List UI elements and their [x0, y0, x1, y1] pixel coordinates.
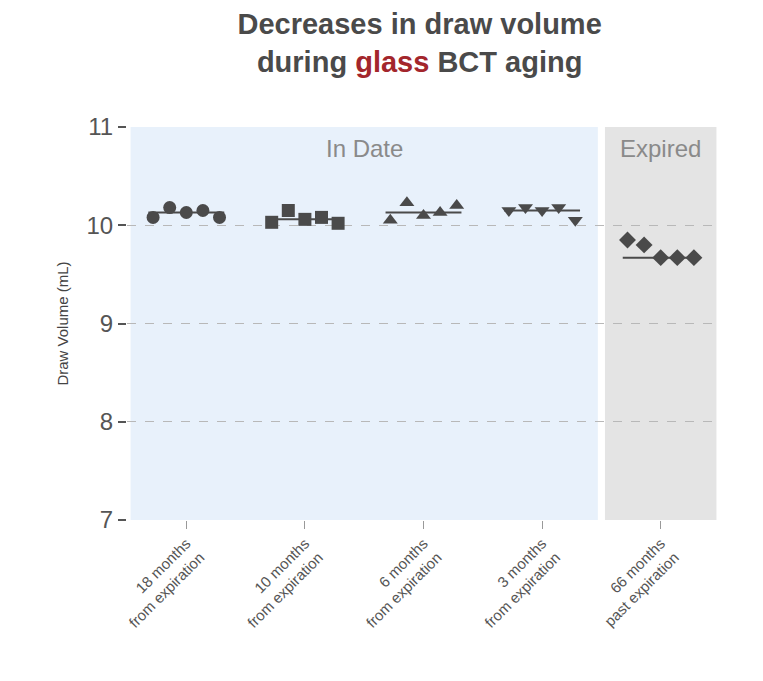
svg-text:3 monthsfrom expiration: 3 monthsfrom expiration — [467, 535, 563, 631]
svg-text:66 monthspast expiration: 66 monthspast expiration — [587, 535, 682, 630]
svg-text:In Date: In Date — [326, 135, 403, 162]
svg-text:Expired: Expired — [620, 135, 701, 162]
svg-text:6 monthsfrom expiration: 6 monthsfrom expiration — [349, 535, 445, 631]
svg-text:9: 9 — [100, 310, 113, 337]
svg-text:18 monthsfrom expiration: 18 monthsfrom expiration — [112, 535, 208, 631]
svg-text:10: 10 — [86, 212, 113, 239]
svg-text:7: 7 — [100, 506, 113, 533]
svg-text:8: 8 — [100, 408, 113, 435]
svg-text:11: 11 — [88, 113, 113, 140]
svg-text:10 monthsfrom expiration: 10 monthsfrom expiration — [230, 535, 326, 631]
svg-text:Draw Volume (mL): Draw Volume (mL) — [54, 261, 71, 385]
svg-text:Decreases in draw volumeduring: Decreases in draw volumeduring glass BCT… — [238, 8, 602, 78]
